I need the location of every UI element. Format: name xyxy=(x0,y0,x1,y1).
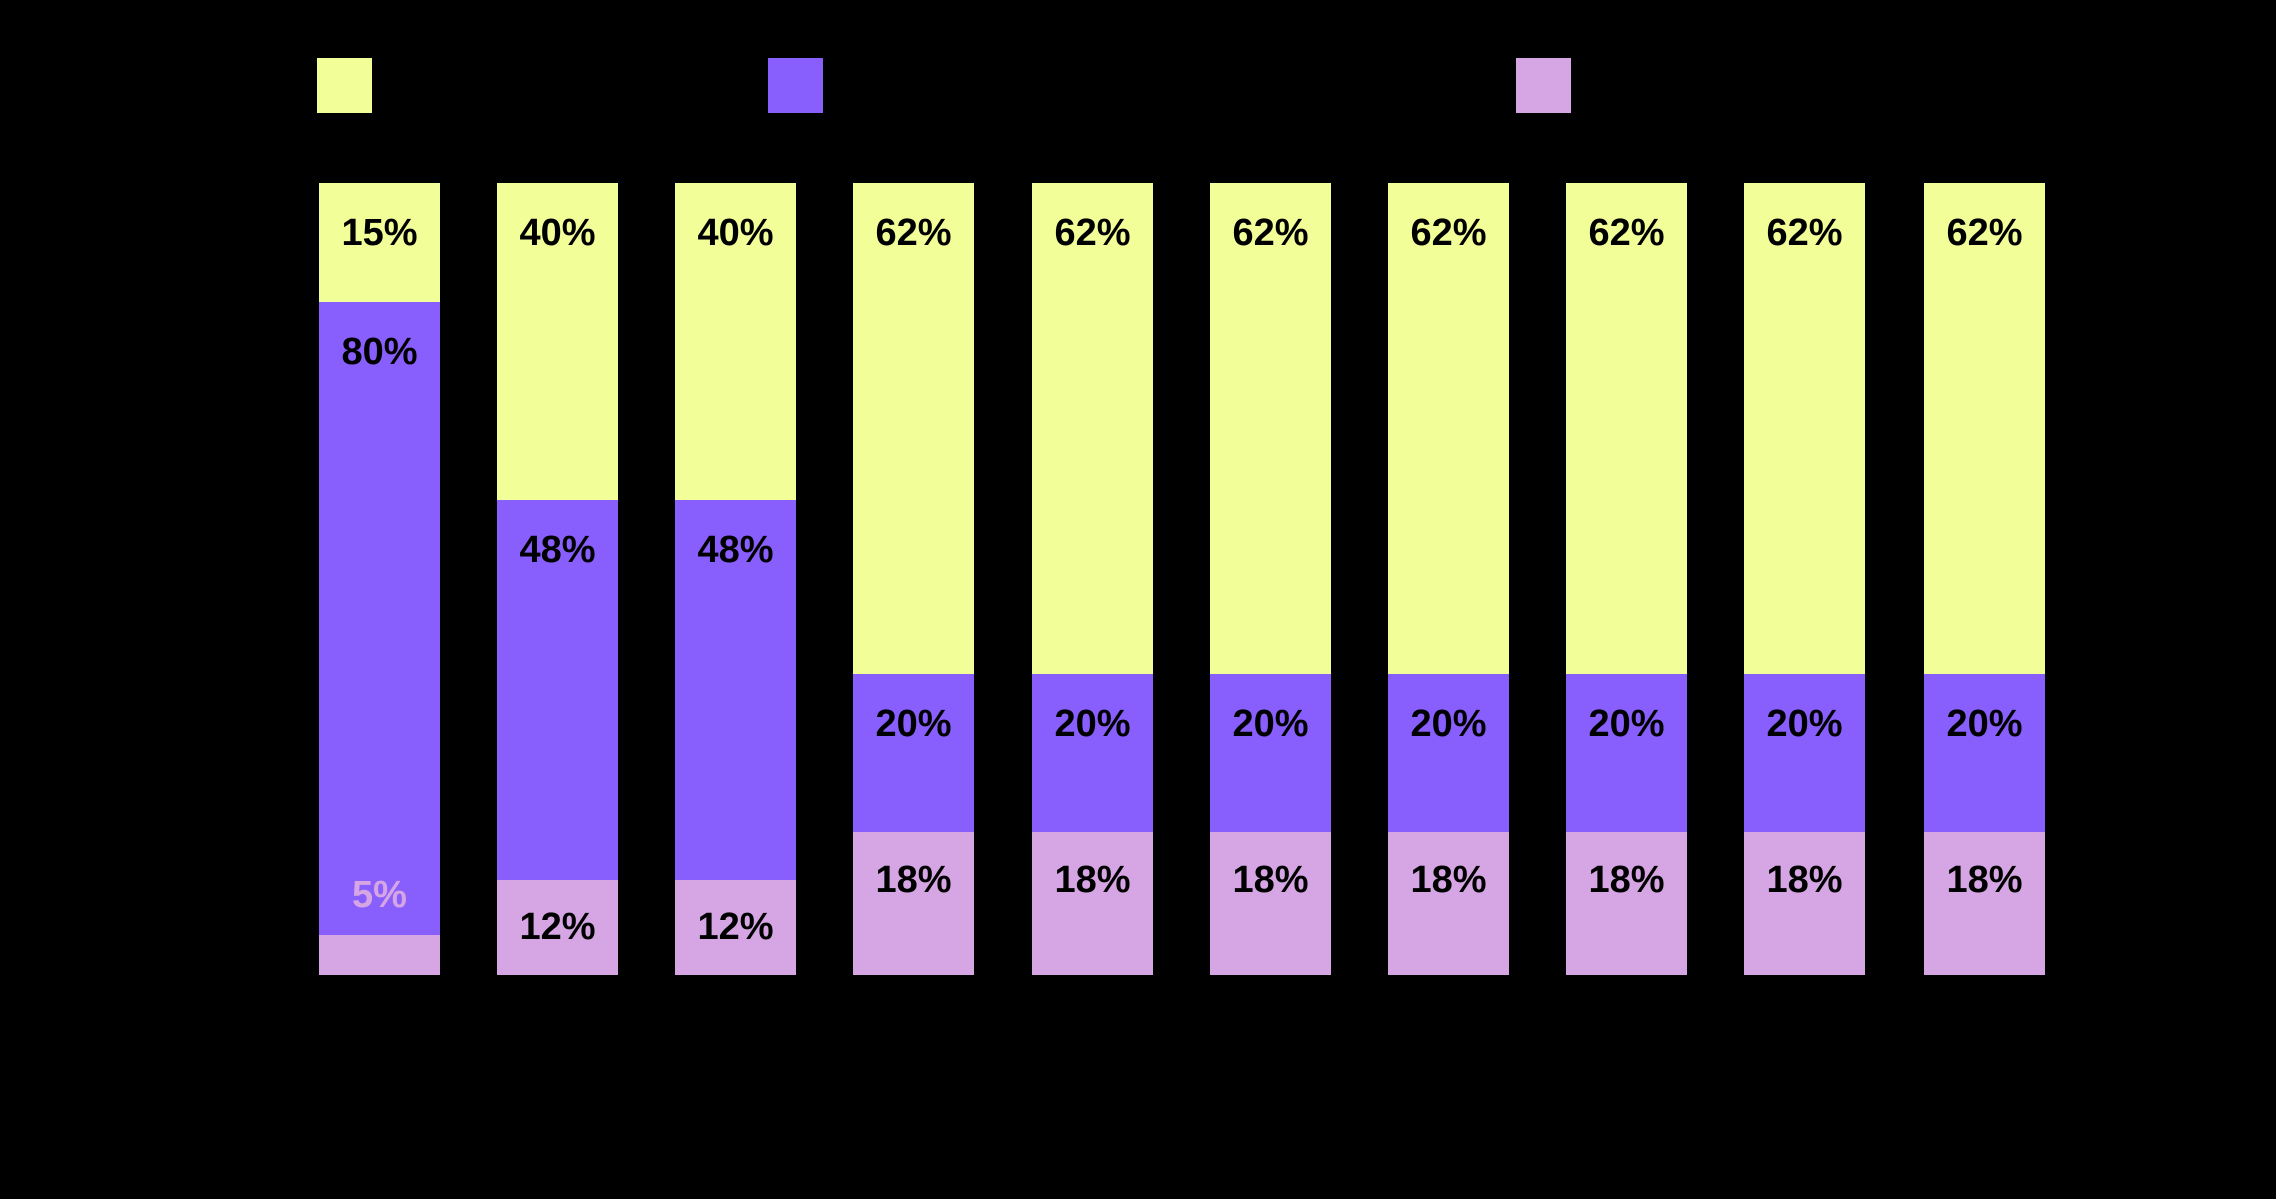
bar-segment-top xyxy=(1032,183,1153,675)
bar-segment-middle xyxy=(319,301,440,936)
bar-6: 62% 20% 18% xyxy=(1210,183,1331,975)
bar-segment-middle xyxy=(675,499,796,880)
data-label: 20% xyxy=(1766,703,1843,746)
legend-swatch-1 xyxy=(317,58,372,113)
bar-segment-top xyxy=(319,183,440,302)
bar-5: 62% 20% 18% xyxy=(1032,183,1153,975)
data-label: 18% xyxy=(875,859,952,902)
data-label: 18% xyxy=(1766,859,1843,902)
data-label: 18% xyxy=(1054,859,1131,902)
bar-segment-bottom xyxy=(1566,832,1687,975)
bar-segment-middle xyxy=(1388,674,1509,833)
bar-segment-middle xyxy=(853,674,974,833)
bar-segment-middle xyxy=(497,499,618,880)
data-label: 48% xyxy=(519,528,596,571)
data-label: 48% xyxy=(697,528,774,571)
data-label: 5% xyxy=(352,874,407,917)
data-label: 40% xyxy=(697,212,774,254)
data-label: 18% xyxy=(1410,859,1487,902)
bar-segment-top xyxy=(1924,183,2045,675)
bar-segment-middle xyxy=(1210,674,1331,833)
data-label: 40% xyxy=(519,212,596,254)
data-label: 20% xyxy=(1232,703,1309,746)
bar-segment-bottom xyxy=(1210,832,1331,975)
bar-segment-bottom xyxy=(319,935,440,975)
bar-2: 40% 48% 12% xyxy=(497,183,618,975)
bar-segment-middle xyxy=(1924,674,2045,833)
bar-segment-bottom xyxy=(1924,832,2045,975)
data-label: 20% xyxy=(1946,703,2023,746)
data-label: 20% xyxy=(1588,703,1665,746)
data-label: 20% xyxy=(875,703,952,746)
data-label: 80% xyxy=(341,330,418,373)
bar-4: 62% 20% 18% xyxy=(853,183,974,975)
bar-segment-bottom xyxy=(1032,832,1153,975)
data-label: 62% xyxy=(1588,212,1665,254)
data-label: 12% xyxy=(697,906,774,949)
data-label: 62% xyxy=(1766,212,1843,254)
bar-1: 15% 80% 5% xyxy=(319,183,440,975)
data-label: 18% xyxy=(1588,859,1665,902)
bar-segment-bottom xyxy=(1388,832,1509,975)
legend-swatch-3 xyxy=(1516,58,1571,113)
bar-segment-bottom xyxy=(497,879,618,975)
data-label: 20% xyxy=(1410,703,1487,746)
bar-segment-bottom xyxy=(853,832,974,975)
bar-segment-top xyxy=(675,183,796,500)
data-label: 20% xyxy=(1054,703,1131,746)
bar-10: 62% 20% 18% xyxy=(1924,183,2045,975)
data-label: 62% xyxy=(875,212,952,254)
data-label: 18% xyxy=(1946,859,2023,902)
data-label: 18% xyxy=(1232,859,1309,902)
bar-segment-bottom xyxy=(675,879,796,975)
bar-segment-top xyxy=(497,183,618,500)
data-label: 62% xyxy=(1054,212,1131,254)
data-label: 15% xyxy=(341,212,418,254)
bar-segment-middle xyxy=(1744,674,1865,833)
data-label: 62% xyxy=(1946,212,2023,254)
bar-segment-top xyxy=(1210,183,1331,675)
bar-segment-middle xyxy=(1566,674,1687,833)
bar-segment-top xyxy=(1744,183,1865,675)
bar-segment-top xyxy=(1388,183,1509,675)
bar-9: 62% 20% 18% xyxy=(1744,183,1865,975)
bar-segment-middle xyxy=(1032,674,1153,833)
bar-7: 62% 20% 18% xyxy=(1388,183,1509,975)
data-label: 62% xyxy=(1232,212,1309,254)
bar-segment-top xyxy=(1566,183,1687,675)
bar-3: 40% 48% 12% xyxy=(675,183,796,975)
bar-segment-top xyxy=(853,183,974,675)
data-label: 12% xyxy=(519,906,596,949)
bar-8: 62% 20% 18% xyxy=(1566,183,1687,975)
bar-segment-bottom xyxy=(1744,832,1865,975)
data-label: 62% xyxy=(1410,212,1487,254)
legend-swatch-2 xyxy=(768,58,823,113)
